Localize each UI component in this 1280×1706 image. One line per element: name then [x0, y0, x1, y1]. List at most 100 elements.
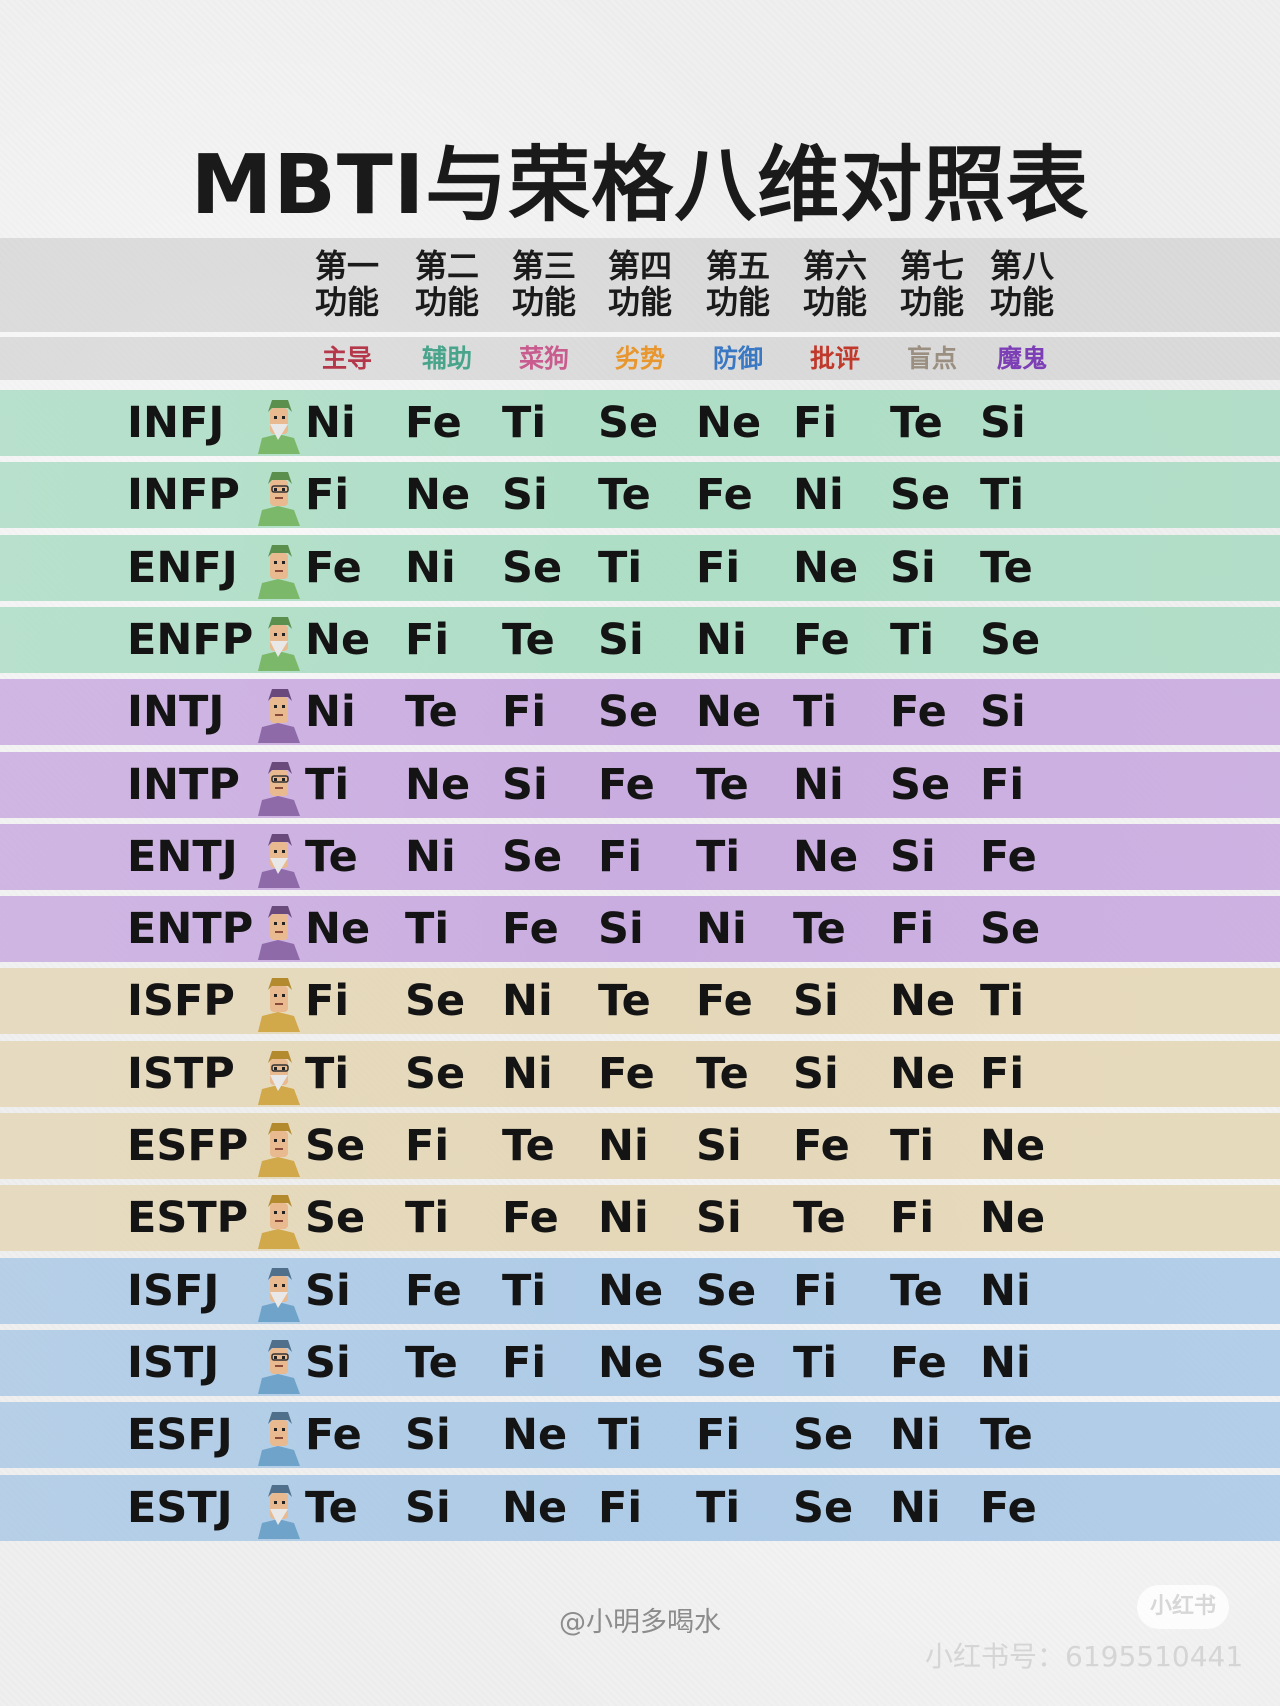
column-header-function: 功能	[511, 283, 576, 321]
function-cell: Ne	[890, 1048, 956, 1099]
function-cell: Ti	[598, 542, 643, 593]
function-cell: Te	[305, 831, 358, 882]
function-cell: Si	[890, 831, 936, 882]
artist-avatar-icon	[248, 972, 308, 1033]
function-cell: Ti	[502, 398, 547, 448]
executive-avatar-icon	[248, 1479, 308, 1539]
function-cell: Te	[696, 759, 749, 810]
function-cell: Ne	[696, 687, 762, 738]
function-cell: Ti	[980, 976, 1025, 1027]
function-cell: Ti	[793, 687, 838, 738]
function-cell: Te	[405, 1337, 458, 1388]
function-cell: Fi	[980, 1048, 1025, 1099]
adventurer-avatar-icon	[248, 611, 308, 671]
function-cell: Fi	[598, 1482, 643, 1533]
craftsman-avatar-icon	[248, 1045, 308, 1105]
table-row: ISTJ Si Te Fi Ne Se Ti Fe Ni	[0, 1329, 1280, 1396]
mbti-type-label: INFJ	[127, 398, 225, 448]
table-row: ISFP Fi Se Ni Te Fe Si Ne Ti	[0, 968, 1280, 1035]
function-cell: Te	[405, 687, 458, 738]
elf-avatar-icon	[248, 466, 308, 527]
mbti-type-label: ESTJ	[127, 1482, 233, 1533]
function-cell: Ni	[696, 904, 747, 955]
function-cell: Si	[502, 470, 548, 521]
table-row: ENFJ Fe Ni Se Ti Fi Ne Si Te	[0, 534, 1280, 601]
function-cell: Te	[980, 542, 1033, 593]
function-cell: Ne	[598, 1265, 664, 1316]
column-header-ordinal: 第一	[314, 247, 379, 285]
function-cell: Fe	[405, 398, 462, 448]
function-cell: Se	[502, 831, 563, 882]
mbti-type-label: ISTP	[127, 1048, 235, 1099]
column-header-ordinal: 第六	[802, 247, 867, 285]
function-cell: Te	[305, 1482, 358, 1533]
function-cell: Ne	[405, 470, 471, 521]
function-cell: Ne	[598, 1337, 664, 1388]
function-cell: Se	[696, 1337, 757, 1388]
function-cell: Si	[305, 1337, 351, 1388]
function-cell: Ne	[793, 542, 859, 593]
function-cell: Ti	[696, 831, 741, 882]
column-header-7: 第七 功能	[882, 248, 982, 320]
function-cell: Ti	[793, 1337, 838, 1388]
table-row: ISFJ Si Fe Ti Ne Se Fi Te Ni	[0, 1257, 1280, 1324]
function-cell: Fi	[305, 470, 350, 521]
sage-avatar-icon	[248, 394, 308, 454]
function-cell: Si	[305, 1265, 351, 1316]
function-cell: Si	[793, 1048, 839, 1099]
function-cell: Fi	[696, 1410, 741, 1461]
function-cell: Te	[598, 976, 651, 1027]
function-cell: Fe	[305, 542, 362, 593]
function-cell: Ti	[305, 1048, 350, 1099]
column-role-7: 盲点	[906, 344, 957, 373]
function-cell: Fe	[598, 1048, 655, 1099]
function-cell: Si	[890, 542, 936, 593]
table-row: ISTP Ti Se Ni Fe Te Si Ne Fi	[0, 1040, 1280, 1107]
column-role-5: 防御	[712, 344, 763, 373]
column-header-4: 第四 功能	[590, 248, 690, 320]
column-header-ordinal: 第七	[899, 247, 964, 285]
table-row: ENFP Ne Fi Te Si Ni Fe Ti Se	[0, 606, 1280, 673]
function-cell: Fe	[890, 687, 947, 738]
mbti-type-label: ESFP	[127, 1121, 249, 1171]
function-cell: Fi	[793, 1265, 838, 1316]
mbti-type-label: ESFJ	[127, 1410, 233, 1461]
page-title: MBTI与荣格八维对照表	[190, 138, 1090, 233]
column-header-6: 第六 功能	[785, 248, 885, 320]
function-cell: Fi	[793, 398, 838, 448]
function-cell: Ne	[305, 904, 371, 955]
function-cell: Si	[502, 759, 548, 810]
function-cell: Fi	[405, 1121, 450, 1171]
table-row: INFP Fi Ne Si Te Fe Ni Se Ti	[0, 462, 1280, 529]
function-cell: Ni	[980, 1337, 1031, 1388]
xiaohongshu-logo: 小红书	[1137, 1585, 1229, 1629]
column-header-2: 第二 功能	[397, 248, 497, 320]
function-cell: Te	[598, 470, 651, 521]
function-cell: Ti	[890, 1121, 935, 1171]
mbti-type-label: ENFJ	[127, 542, 238, 593]
table-row: ESTP Se Ti Fe Ni Si Te Fi Ne	[0, 1185, 1280, 1252]
nurse-avatar-icon	[248, 1262, 308, 1322]
function-cell: Fi	[502, 687, 547, 738]
function-cell: Ti	[696, 1482, 741, 1533]
function-cell: Ni	[793, 759, 844, 810]
scientist-avatar-icon	[248, 756, 308, 816]
function-cell: Ni	[793, 470, 844, 521]
function-cell: Fe	[405, 1265, 462, 1316]
header-band	[0, 238, 1280, 380]
function-cell: Te	[502, 1121, 555, 1171]
function-cell: Ni	[598, 1121, 649, 1171]
column-header-function: 功能	[899, 283, 964, 321]
function-cell: Se	[405, 1048, 466, 1099]
function-cell: Ne	[793, 831, 859, 882]
column-header-8: 第八 功能	[972, 248, 1072, 320]
entrepreneur-avatar-icon	[248, 1189, 308, 1250]
table-row: INFJ Ni Fe Ti Se Ne Fi Te Si	[0, 390, 1280, 456]
function-cell: Ni	[405, 831, 456, 882]
column-header-ordinal: 第五	[705, 247, 770, 285]
column-header-function: 功能	[607, 283, 672, 321]
column-role-8: 魔鬼	[996, 344, 1047, 373]
function-cell: Fe	[890, 1337, 947, 1388]
function-cell: Ti	[305, 759, 350, 810]
function-cell: Te	[793, 1193, 846, 1244]
